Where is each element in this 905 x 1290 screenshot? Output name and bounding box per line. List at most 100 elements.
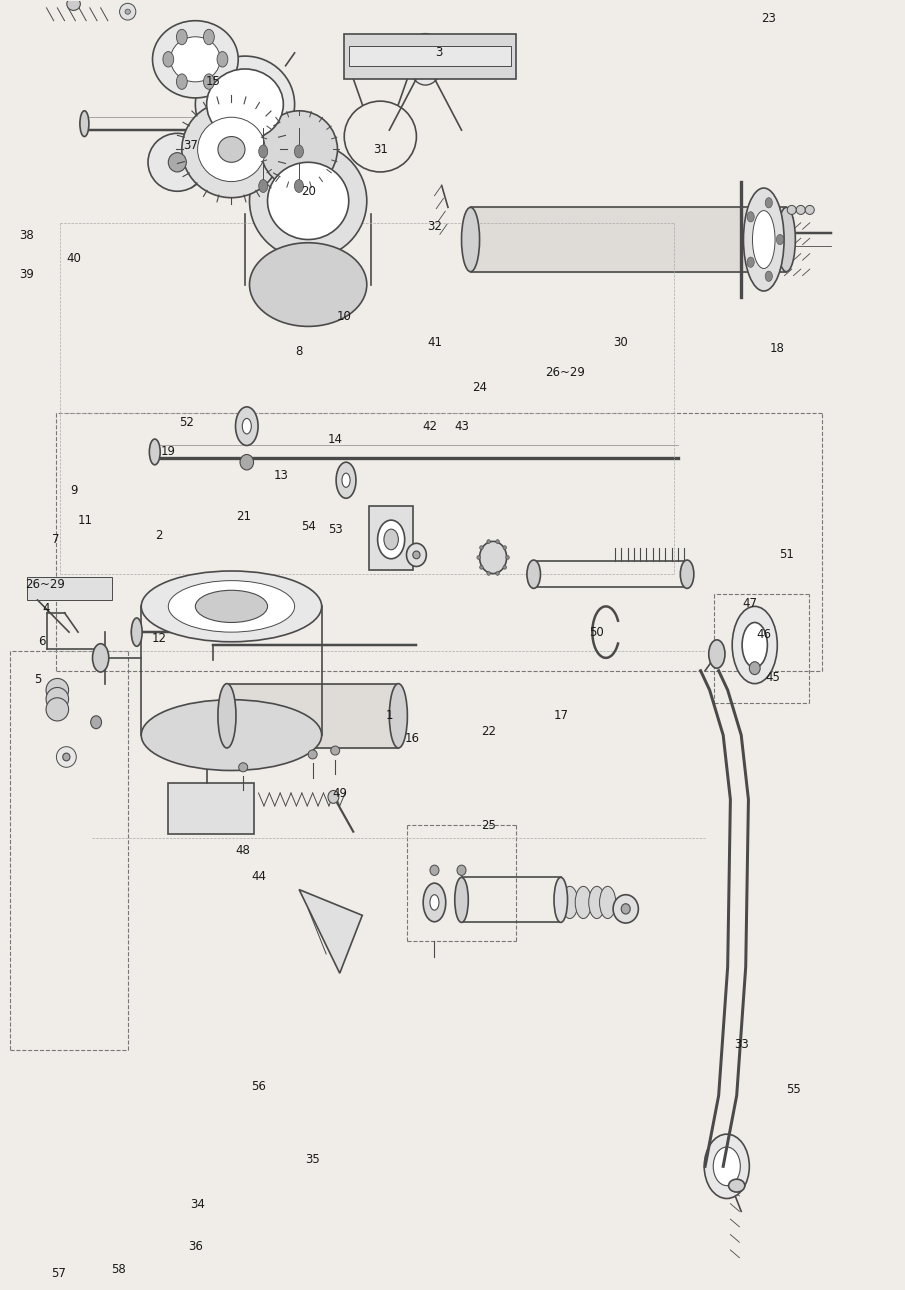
Text: 3: 3 xyxy=(435,46,443,59)
Ellipse shape xyxy=(749,662,760,675)
Text: 17: 17 xyxy=(553,710,568,722)
Circle shape xyxy=(414,44,436,75)
Circle shape xyxy=(776,235,784,245)
Ellipse shape xyxy=(125,9,130,14)
Ellipse shape xyxy=(554,877,567,922)
Ellipse shape xyxy=(182,101,281,197)
Text: 22: 22 xyxy=(481,725,496,738)
Text: 14: 14 xyxy=(328,432,343,445)
Circle shape xyxy=(713,1147,740,1186)
Text: 21: 21 xyxy=(235,510,251,522)
Ellipse shape xyxy=(406,543,426,566)
Text: 1: 1 xyxy=(386,710,393,722)
Ellipse shape xyxy=(576,886,592,918)
Ellipse shape xyxy=(430,866,439,876)
Ellipse shape xyxy=(141,699,321,770)
Text: 15: 15 xyxy=(206,75,221,88)
Ellipse shape xyxy=(480,542,507,574)
Text: 7: 7 xyxy=(52,533,59,546)
Ellipse shape xyxy=(599,886,615,918)
Text: 9: 9 xyxy=(70,484,77,497)
Circle shape xyxy=(294,144,303,157)
Text: 44: 44 xyxy=(251,871,266,884)
Circle shape xyxy=(176,30,187,45)
Ellipse shape xyxy=(462,208,480,272)
Ellipse shape xyxy=(487,539,491,543)
Text: 32: 32 xyxy=(427,221,442,233)
Ellipse shape xyxy=(308,749,317,759)
Ellipse shape xyxy=(141,571,321,642)
Bar xyxy=(369,506,413,570)
Text: 12: 12 xyxy=(152,632,167,645)
Bar xyxy=(348,46,511,66)
Ellipse shape xyxy=(589,886,605,918)
Ellipse shape xyxy=(506,556,510,560)
Ellipse shape xyxy=(239,762,248,771)
Circle shape xyxy=(176,74,187,89)
Text: 18: 18 xyxy=(770,342,785,356)
Text: 56: 56 xyxy=(251,1080,266,1093)
Ellipse shape xyxy=(681,560,694,588)
Ellipse shape xyxy=(777,208,795,272)
Ellipse shape xyxy=(62,753,70,761)
Text: 36: 36 xyxy=(188,1240,203,1253)
Text: 31: 31 xyxy=(373,143,387,156)
Ellipse shape xyxy=(148,133,206,191)
Text: 2: 2 xyxy=(156,529,163,542)
Circle shape xyxy=(384,529,398,550)
Ellipse shape xyxy=(235,406,258,445)
Ellipse shape xyxy=(424,884,446,922)
Ellipse shape xyxy=(119,4,136,21)
Ellipse shape xyxy=(243,418,252,433)
Ellipse shape xyxy=(197,117,265,182)
Text: 41: 41 xyxy=(427,335,442,350)
Ellipse shape xyxy=(480,565,483,569)
Ellipse shape xyxy=(240,454,253,470)
Ellipse shape xyxy=(195,591,268,623)
Ellipse shape xyxy=(56,747,76,768)
Circle shape xyxy=(204,74,214,89)
Ellipse shape xyxy=(342,473,350,488)
Text: 42: 42 xyxy=(423,419,437,432)
Ellipse shape xyxy=(131,618,142,646)
Text: 34: 34 xyxy=(191,1198,205,1211)
Ellipse shape xyxy=(413,551,420,559)
Text: 5: 5 xyxy=(33,673,41,686)
Circle shape xyxy=(259,179,268,192)
Text: 4: 4 xyxy=(43,602,51,615)
Text: 37: 37 xyxy=(184,139,198,152)
Text: 38: 38 xyxy=(19,230,34,243)
Ellipse shape xyxy=(709,640,725,668)
Text: 35: 35 xyxy=(305,1153,320,1166)
Circle shape xyxy=(765,271,772,281)
Ellipse shape xyxy=(168,580,295,632)
Ellipse shape xyxy=(454,877,468,922)
Ellipse shape xyxy=(250,243,367,326)
Ellipse shape xyxy=(389,684,407,748)
Text: 16: 16 xyxy=(405,733,419,746)
Text: 43: 43 xyxy=(454,419,469,432)
Circle shape xyxy=(747,212,754,222)
Text: 40: 40 xyxy=(66,253,81,266)
Text: 49: 49 xyxy=(332,787,348,800)
Ellipse shape xyxy=(742,623,767,667)
Ellipse shape xyxy=(503,565,507,569)
Ellipse shape xyxy=(496,539,500,543)
Text: 52: 52 xyxy=(179,415,194,428)
Circle shape xyxy=(294,179,303,192)
Text: 55: 55 xyxy=(786,1082,801,1095)
Ellipse shape xyxy=(752,210,775,268)
Text: 8: 8 xyxy=(295,344,303,359)
Ellipse shape xyxy=(80,111,89,137)
Ellipse shape xyxy=(92,644,109,672)
Ellipse shape xyxy=(218,137,245,163)
Ellipse shape xyxy=(621,904,630,915)
Text: 50: 50 xyxy=(589,626,605,639)
Ellipse shape xyxy=(153,21,238,98)
Text: 45: 45 xyxy=(766,671,780,684)
Text: 20: 20 xyxy=(300,186,316,199)
Text: 26~29: 26~29 xyxy=(546,365,586,378)
Text: 24: 24 xyxy=(472,381,487,393)
Polygon shape xyxy=(300,890,362,973)
Ellipse shape xyxy=(206,68,283,139)
